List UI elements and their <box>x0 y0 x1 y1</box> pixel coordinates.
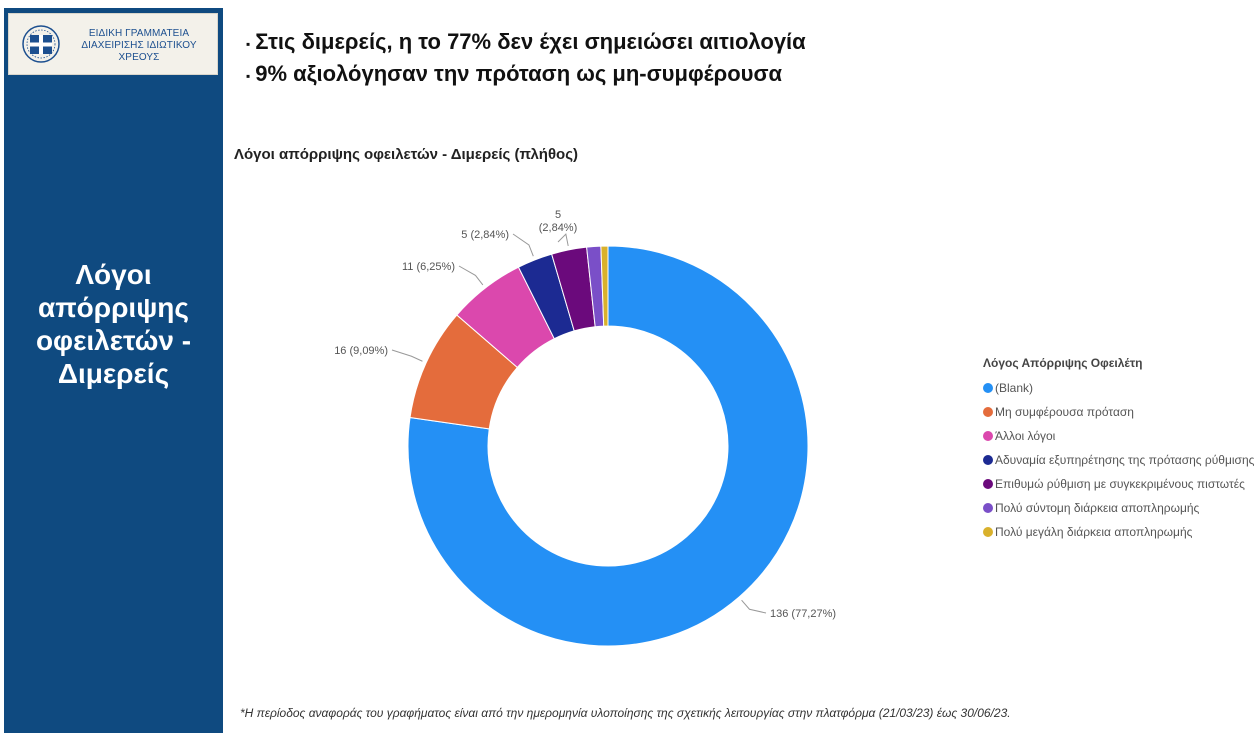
legend-swatch <box>983 527 993 537</box>
bullet-text: Στις διμερείς, η το 77% δεν έχει σημειώσ… <box>255 29 806 54</box>
legend-label: (Blank) <box>995 381 1034 395</box>
legend-item[interactable]: (Blank) <box>983 376 1259 400</box>
leader-line <box>741 599 767 614</box>
greek-emblem-icon <box>22 25 60 63</box>
legend-swatch <box>983 431 993 441</box>
donut-chart: 136 (77,27%) 16 (9,09%) 11 (6,25%) 5 (2,84%… <box>334 209 836 647</box>
legend-swatch <box>983 383 993 393</box>
bullet-item: ▪ 9% αξιολόγησαν την πρόταση ως μη-συμφέ… <box>246 58 806 90</box>
leader-line <box>458 265 484 286</box>
legend-item[interactable]: Αδυναμία εξυπηρέτησης της πρότασης ρύθμι… <box>983 448 1259 472</box>
sidebar-panel <box>4 8 223 733</box>
leader-line <box>512 233 534 257</box>
data-label: 5 (2,84%) <box>539 209 578 234</box>
bullet-item: ▪ Στις διμερείς, η το 77% δεν έχει σημει… <box>246 26 806 58</box>
legend-item[interactable]: Επιθυμώ ρύθμιση με συγκεκριμένους πιστωτ… <box>983 472 1259 496</box>
donut-slice <box>407 245 809 647</box>
legend-swatch <box>983 407 993 417</box>
legend-swatch <box>983 503 993 513</box>
legend-label: Επιθυμώ ρύθμιση με συγκεκριμένους πιστωτ… <box>995 477 1245 491</box>
bullet-text: 9% αξιολόγησαν την πρόταση ως μη-συμφέρο… <box>255 61 783 86</box>
legend-label: Μη συμφέρουσα πρόταση <box>995 405 1134 419</box>
footnote: *Η περίοδος αναφοράς του γραφήματος είνα… <box>240 706 1011 720</box>
legend-item[interactable]: Πολύ σύντομη διάρκεια αποπληρωμής <box>983 496 1259 520</box>
legend-item[interactable]: Πολύ μεγάλη διάρκεια αποπληρωμής <box>983 520 1259 544</box>
data-label: 136 (77,27%) <box>770 608 836 620</box>
data-label: 5 (2,84%) <box>461 229 509 241</box>
sidebar-title: Λόγοι απόρριψης οφειλετών - Διμερείς <box>35 259 192 389</box>
legend-title: Λόγος Απόρριψης Οφειλέτη <box>983 356 1143 370</box>
legend-label: Άλλοι λόγοι <box>995 429 1056 443</box>
chart-title: Λόγοι απόρριψης οφειλετών - Διμερείς (πλ… <box>234 146 579 163</box>
legend-item[interactable]: Άλλοι λόγοι <box>983 424 1259 448</box>
legend-label: Αδυναμία εξυπηρέτησης της πρότασης ρύθμι… <box>995 453 1255 467</box>
legend-label: Πολύ σύντομη διάρκεια αποπληρωμής <box>995 501 1200 515</box>
legend-item[interactable]: Μη συμφέρουσα πρόταση <box>983 400 1259 424</box>
data-label: 16 (9,09%) <box>334 345 388 357</box>
leader-line <box>557 233 569 247</box>
logo-text: ΕΙΔΙΚΗ ΓΡΑΜΜΑΤΕΙΑ ΔΙΑΧΕΙΡΙΣΗΣ ΙΔΙΩΤΙΚΟΥ … <box>81 28 197 63</box>
leader-line <box>391 349 423 362</box>
logo: ΕΙΔΙΚΗ ΓΡΑΜΜΑΤΕΙΑ ΔΙΑΧΕΙΡΙΣΗΣ ΙΔΙΩΤΙΚΟΥ … <box>8 13 218 75</box>
chart-legend: Λόγος Απόρριψης Οφειλέτη (Blank) Μη συμφέ… <box>983 356 1259 544</box>
bullet-marker: ▪ <box>246 37 251 51</box>
legend-swatch <box>983 479 993 489</box>
legend-label: Πολύ μεγάλη διάρκεια αποπληρωμής <box>995 525 1193 539</box>
legend-swatch <box>983 455 993 465</box>
data-label: 11 (6,25%) <box>402 261 455 273</box>
donut-slice <box>600 245 609 327</box>
bullet-marker: ▪ <box>246 69 251 83</box>
headline-bullets: ▪ Στις διμερείς, η το 77% δεν έχει σημει… <box>246 26 806 90</box>
